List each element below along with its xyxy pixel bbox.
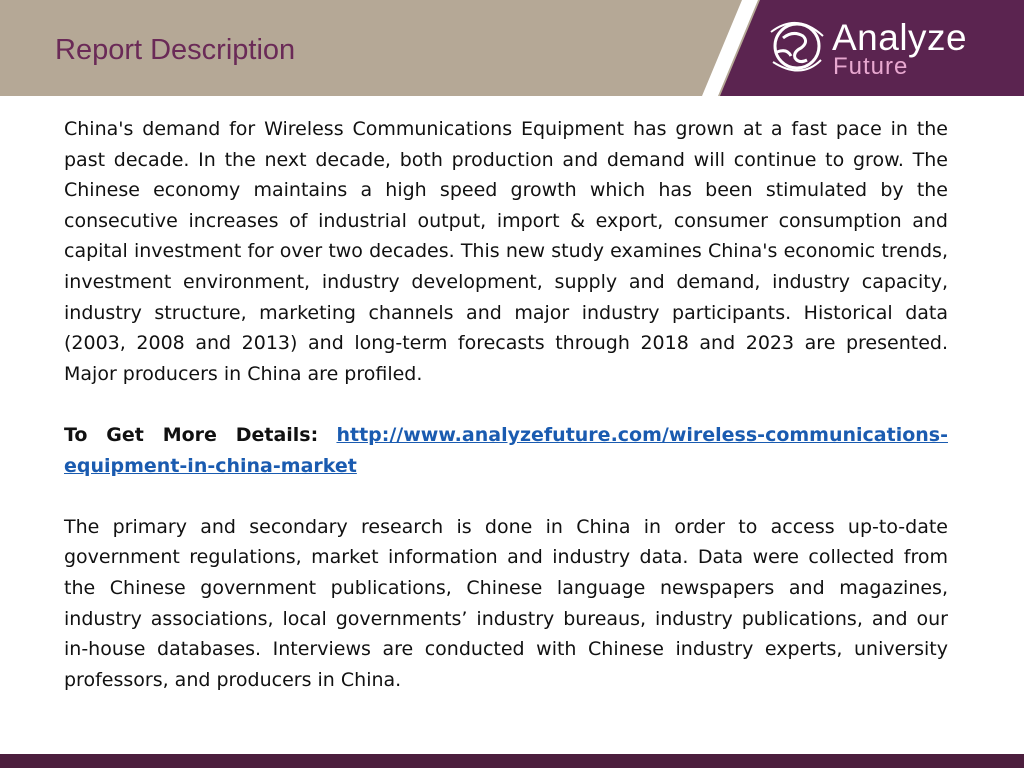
details-link[interactable]: http://www.analyzefuture.com/wireless-co… bbox=[64, 423, 948, 477]
page-title: Report Description bbox=[55, 34, 296, 66]
logo-subtitle: Future bbox=[833, 53, 909, 80]
research-paragraph: The primary and secondary research is do… bbox=[64, 515, 948, 691]
logo-panel-shape bbox=[702, 0, 1024, 96]
logo-panel: Analyze Future bbox=[0, 0, 1024, 96]
paragraph-spacer bbox=[64, 389, 948, 420]
details-line: To Get More Details: http://www.analyzef… bbox=[64, 420, 948, 481]
description-paragraph: China's demand for Wireless Communicatio… bbox=[64, 118, 948, 385]
footer-bar bbox=[0, 754, 1024, 768]
paragraph-spacer bbox=[64, 481, 948, 512]
details-label: To Get More Details: bbox=[64, 423, 319, 446]
report-description-body: China's demand for Wireless Communicatio… bbox=[64, 114, 948, 695]
globe-swirl-icon bbox=[770, 22, 824, 72]
logo-name: Analyze bbox=[832, 17, 968, 58]
logo-divider-stripe bbox=[702, 0, 758, 96]
